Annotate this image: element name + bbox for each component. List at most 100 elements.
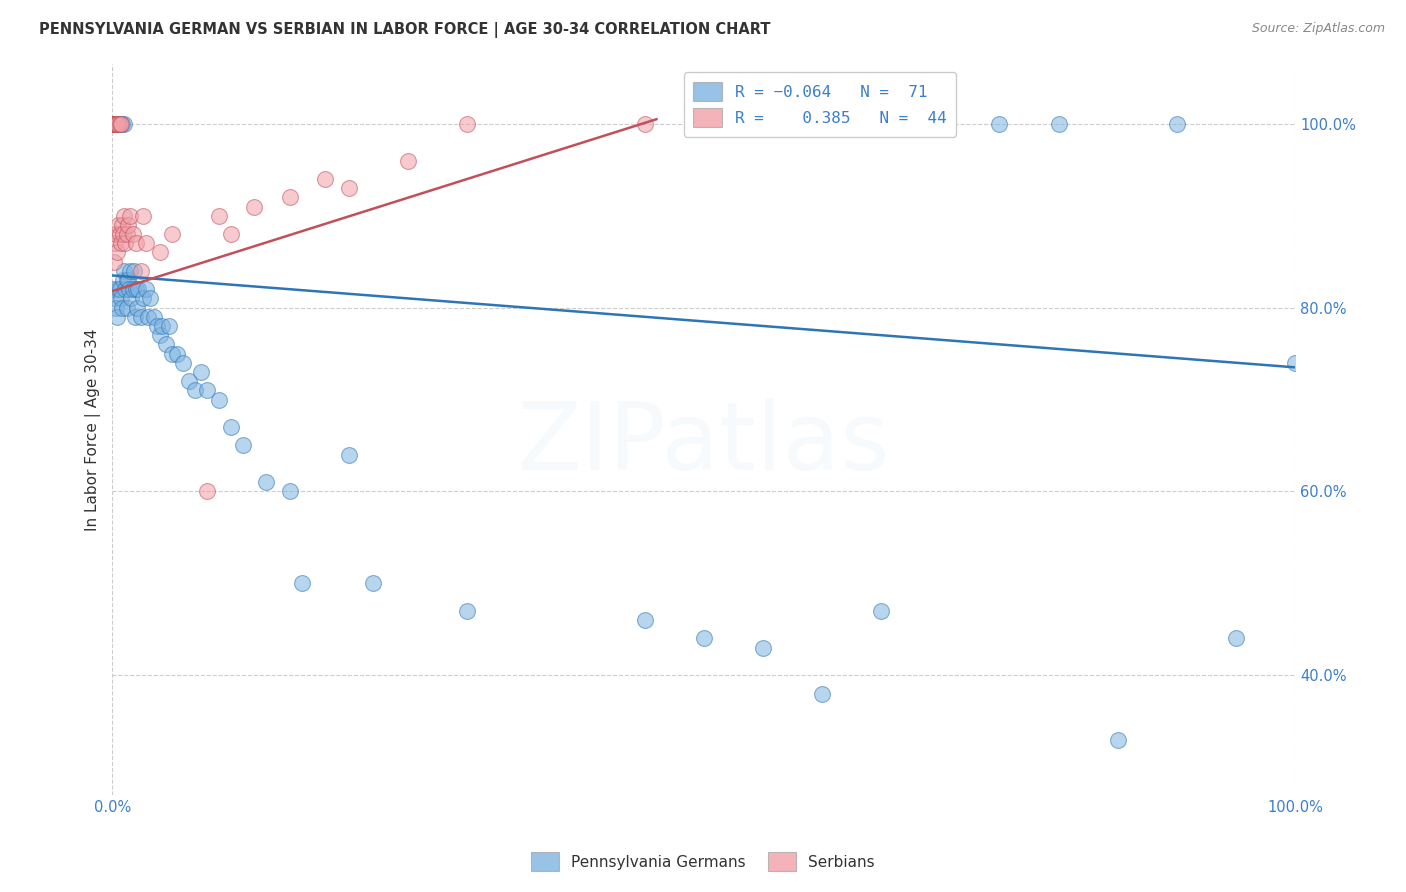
- Point: [190, 365, 212, 379]
- Point: [108, 227, 131, 241]
- Point: [136, 310, 159, 324]
- Point: [110, 292, 132, 306]
- Text: PENNSYLVANIA GERMAN VS SERBIAN IN LABOR FORCE | AGE 30-34 CORRELATION CHART: PENNSYLVANIA GERMAN VS SERBIAN IN LABOR …: [39, 22, 770, 38]
- Point: [111, 301, 134, 315]
- Point: [112, 209, 135, 223]
- Point: [115, 227, 138, 241]
- Point: [117, 273, 139, 287]
- Point: [132, 292, 155, 306]
- Point: [208, 392, 231, 407]
- Point: [125, 282, 148, 296]
- Point: [337, 181, 360, 195]
- Point: [104, 117, 127, 131]
- Point: [111, 117, 134, 131]
- Point: [1166, 117, 1188, 131]
- Point: [114, 282, 136, 296]
- Point: [115, 301, 138, 315]
- Point: [208, 209, 231, 223]
- Point: [105, 117, 128, 131]
- Point: [114, 236, 136, 251]
- Point: [103, 117, 125, 131]
- Point: [291, 576, 314, 591]
- Point: [127, 282, 149, 296]
- Legend: R = −0.064   N =  71, R =    0.385   N =  44: R = −0.064 N = 71, R = 0.385 N = 44: [683, 72, 956, 136]
- Point: [112, 117, 135, 131]
- Point: [103, 117, 125, 131]
- Point: [254, 475, 277, 490]
- Point: [120, 209, 142, 223]
- Point: [103, 254, 125, 268]
- Point: [1225, 632, 1247, 646]
- Legend: Pennsylvania Germans, Serbians: Pennsylvania Germans, Serbians: [524, 847, 882, 877]
- Point: [107, 218, 129, 232]
- Point: [104, 117, 127, 131]
- Point: [104, 117, 127, 131]
- Point: [195, 384, 218, 398]
- Point: [157, 318, 180, 333]
- Point: [124, 310, 146, 324]
- Point: [752, 640, 775, 655]
- Point: [121, 282, 143, 296]
- Point: [195, 484, 218, 499]
- Point: [108, 282, 131, 296]
- Point: [112, 264, 135, 278]
- Point: [125, 236, 148, 251]
- Point: [104, 117, 127, 131]
- Point: [108, 117, 131, 131]
- Point: [121, 227, 143, 241]
- Point: [314, 172, 336, 186]
- Point: [120, 292, 142, 306]
- Text: ZIPatlas: ZIPatlas: [517, 398, 890, 490]
- Point: [361, 576, 384, 591]
- Point: [456, 117, 478, 131]
- Point: [107, 282, 129, 296]
- Point: [396, 153, 419, 168]
- Point: [129, 310, 152, 324]
- Point: [633, 117, 655, 131]
- Point: [103, 117, 125, 131]
- Point: [1107, 732, 1129, 747]
- Point: [870, 604, 893, 618]
- Point: [104, 117, 127, 131]
- Point: [103, 117, 125, 131]
- Point: [118, 282, 141, 296]
- Point: [104, 292, 127, 306]
- Point: [146, 318, 169, 333]
- Point: [110, 117, 132, 131]
- Point: [105, 117, 128, 131]
- Point: [139, 292, 162, 306]
- Point: [129, 264, 152, 278]
- Point: [110, 236, 132, 251]
- Point: [107, 117, 129, 131]
- Point: [104, 117, 127, 131]
- Point: [142, 310, 165, 324]
- Point: [179, 374, 201, 388]
- Point: [104, 236, 127, 251]
- Point: [1047, 117, 1070, 131]
- Point: [115, 273, 138, 287]
- Point: [278, 190, 301, 204]
- Point: [160, 346, 183, 360]
- Point: [149, 328, 172, 343]
- Point: [111, 218, 134, 232]
- Point: [104, 117, 127, 131]
- Point: [132, 209, 155, 223]
- Point: [231, 438, 253, 452]
- Point: [103, 282, 125, 296]
- Point: [103, 117, 125, 131]
- Point: [278, 484, 301, 499]
- Point: [127, 301, 149, 315]
- Point: [112, 227, 135, 241]
- Point: [811, 687, 834, 701]
- Point: [105, 310, 128, 324]
- Point: [103, 117, 125, 131]
- Point: [112, 273, 135, 287]
- Point: [105, 245, 128, 260]
- Point: [120, 264, 142, 278]
- Point: [172, 356, 194, 370]
- Point: [693, 632, 716, 646]
- Point: [166, 346, 188, 360]
- Point: [633, 613, 655, 627]
- Point: [160, 227, 183, 241]
- Point: [184, 384, 207, 398]
